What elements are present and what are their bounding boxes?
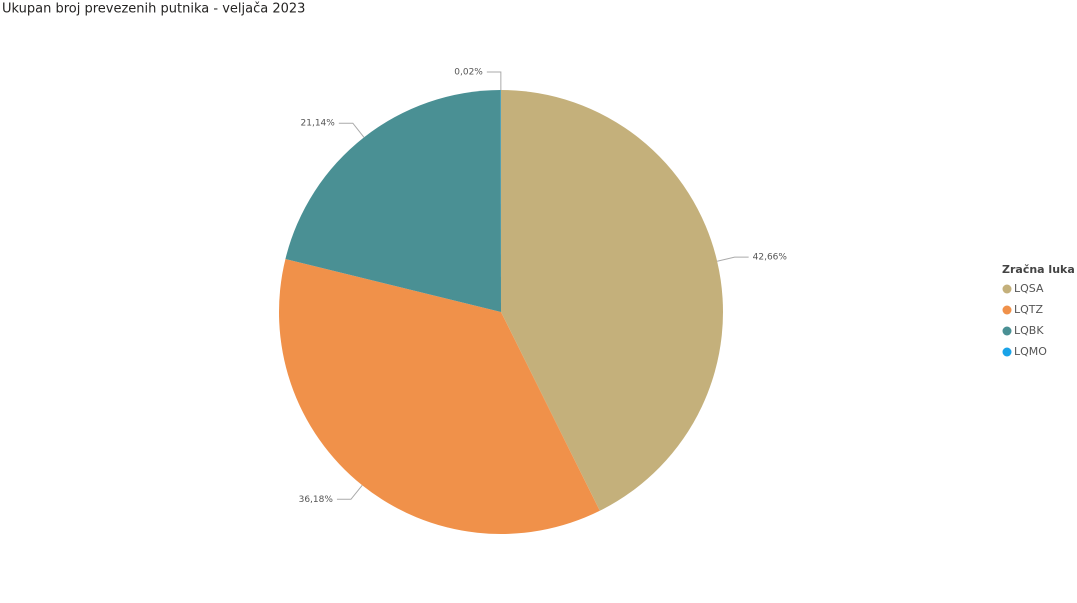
legend-label: LQSA [1014, 282, 1044, 295]
legend-label: LQMO [1014, 345, 1047, 358]
leader-line [717, 256, 749, 262]
leader-line [486, 71, 502, 91]
pie-slice [501, 90, 724, 511]
legend-label: LQBK [1014, 324, 1044, 337]
legend-title: Zračna luka [1002, 263, 1075, 276]
pie-slice [279, 258, 600, 534]
legend-marker [1002, 305, 1012, 315]
chart-title: Ukupan broj prevezenih putnika - veljača… [2, 2, 305, 17]
leader-line [336, 484, 363, 500]
legend-marker [1002, 347, 1012, 357]
leader-line [338, 122, 365, 138]
value-label: 36,18% [299, 495, 334, 505]
value-label: 21,14% [301, 119, 336, 129]
legend-marker [1002, 326, 1012, 336]
legend-marker [1002, 284, 1012, 294]
pie-slice [285, 90, 501, 312]
legend-label: LQTZ [1014, 303, 1044, 316]
value-label: 0,02% [454, 68, 483, 78]
value-label: 42,66% [753, 253, 788, 263]
